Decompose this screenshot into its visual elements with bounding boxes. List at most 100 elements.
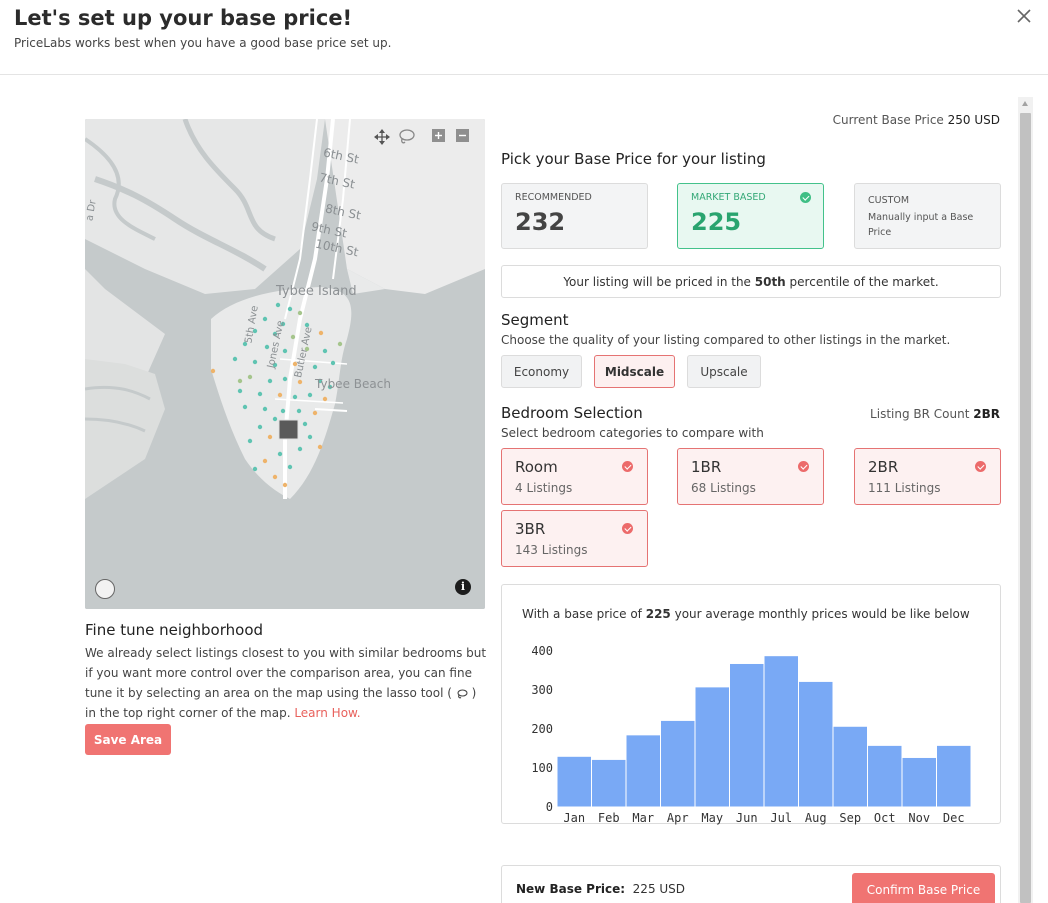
- scrollbar[interactable]: [1018, 97, 1033, 903]
- x-tick-label: Sep: [839, 811, 861, 825]
- segment-midscale-button[interactable]: Midscale: [594, 355, 675, 388]
- chart-description: With a base price of 225 your average mo…: [522, 607, 970, 621]
- bedroom-card-1br[interactable]: 1BR 68 Listings: [677, 448, 824, 505]
- bedroom-selection-title: Bedroom Selection: [501, 404, 643, 422]
- segment-upscale-button[interactable]: Upscale: [687, 355, 761, 388]
- bar-oct[interactable]: [867, 744, 903, 808]
- percentile-text-after: percentile of the market.: [785, 275, 939, 289]
- bar-jun[interactable]: [729, 662, 765, 808]
- x-tick-label: Jan: [563, 811, 585, 825]
- segment-description: Choose the quality of your listing compa…: [501, 333, 951, 347]
- monthly-price-chart: 0 100 200 300 400 Jan Feb Mar Apr May Jun Jul Aug Sep…: [531, 644, 972, 825]
- percentile-info: Your listing will be priced in the 50th …: [501, 265, 1001, 298]
- current-base-price-value: 250 USD: [947, 113, 1000, 127]
- neighborhood-map[interactable]: 6th St 7th St 8th St 9th St 10th St Tybe…: [85, 119, 485, 609]
- map-canvas: [85, 119, 485, 609]
- lasso-tool-icon[interactable]: [399, 129, 415, 144]
- modal-title: Let's set up your base price!: [14, 6, 353, 30]
- map-logo-icon: [95, 579, 115, 599]
- percentile-text-before: Your listing will be priced in the: [563, 275, 755, 289]
- pan-icon[interactable]: [374, 129, 390, 145]
- bar-aug[interactable]: [798, 680, 834, 808]
- new-base-price-label: New Base Price:: [516, 882, 626, 896]
- zoom-in-icon[interactable]: [432, 129, 445, 142]
- footer-bar: New Base Price: 225 USD Confirm Base Pri…: [501, 865, 1001, 903]
- save-area-button[interactable]: Save Area: [85, 724, 171, 755]
- bar-dec[interactable]: [936, 744, 972, 808]
- confirm-base-price-button[interactable]: Confirm Base Price: [852, 873, 995, 903]
- market-based-value: 225: [691, 208, 742, 236]
- bar-mar[interactable]: [625, 734, 661, 808]
- bedroom-name: Room: [515, 458, 558, 476]
- market-based-label: MARKET BASED: [691, 192, 766, 203]
- bedroom-card-room[interactable]: Room 4 Listings: [501, 448, 648, 505]
- new-base-price-value: 225 USD: [632, 882, 686, 896]
- segment-economy-button[interactable]: Economy: [501, 355, 582, 388]
- x-tick-label: Apr: [667, 811, 689, 825]
- fine-tune-text-after: ) in the top right corner of the map.: [85, 686, 477, 720]
- y-tick-label: 100: [531, 761, 553, 775]
- modal-subtitle: PriceLabs works best when you have a goo…: [14, 36, 392, 50]
- current-base-price-label: Current Base Price: [832, 113, 944, 127]
- bar-jul[interactable]: [763, 655, 799, 808]
- bar-sep[interactable]: [832, 725, 868, 808]
- recommended-value: 232: [515, 208, 566, 236]
- scroll-up-arrow-icon[interactable]: [1022, 101, 1028, 106]
- lasso-inline-icon: [457, 688, 468, 698]
- bar-jan[interactable]: [556, 755, 592, 808]
- learn-how-link[interactable]: Learn How.: [294, 706, 361, 720]
- check-circle-icon: [622, 461, 633, 472]
- check-circle-icon: [800, 192, 811, 203]
- fine-tune-title: Fine tune neighborhood: [85, 621, 264, 639]
- check-circle-icon: [975, 461, 986, 472]
- custom-price-card[interactable]: CUSTOM Manually input a Base Price: [854, 183, 1001, 249]
- listing-br-count-label: Listing BR Count: [870, 407, 970, 421]
- x-tick-label: Mar: [632, 811, 654, 825]
- chart-text-value: 225: [645, 607, 671, 621]
- x-tick-label: Aug: [805, 811, 827, 825]
- x-tick-label: Nov: [908, 811, 930, 825]
- y-tick-label: 200: [531, 722, 553, 736]
- x-tick-label: Oct: [874, 811, 896, 825]
- recommended-label: RECOMMENDED: [515, 192, 592, 203]
- bedroom-listings: 68 Listings: [691, 481, 756, 495]
- bar-may[interactable]: [694, 686, 730, 808]
- chart-text-before: With a base price of: [522, 607, 646, 621]
- y-tick-label: 400: [531, 644, 553, 658]
- bedroom-name: 1BR: [691, 458, 722, 476]
- percentile-value: 50th: [754, 275, 786, 289]
- map-beach-label: Tybee Beach: [315, 377, 391, 391]
- map-place-label: Tybee Island: [276, 284, 357, 299]
- y-tick-label: 0: [546, 800, 553, 814]
- bedroom-selection-description: Select bedroom categories to compare wit…: [501, 426, 764, 440]
- zoom-out-icon[interactable]: [456, 129, 469, 142]
- bedroom-listings: 111 Listings: [868, 481, 941, 495]
- x-tick-label: May: [701, 811, 723, 825]
- new-base-price: New Base Price: 225 USD: [516, 882, 685, 896]
- bedroom-listings: 143 Listings: [515, 543, 588, 557]
- bedroom-name: 2BR: [868, 458, 899, 476]
- bar-feb[interactable]: [591, 758, 627, 808]
- recommended-price-card[interactable]: RECOMMENDED 232: [501, 183, 648, 249]
- x-tick-label: Jun: [736, 811, 758, 825]
- x-tick-label: Dec: [943, 811, 965, 825]
- bar-nov[interactable]: [901, 756, 937, 808]
- map-info-icon[interactable]: i: [455, 579, 471, 595]
- scrollbar-thumb[interactable]: [1020, 113, 1031, 903]
- modal-header: Let's set up your base price! PriceLabs …: [0, 0, 1048, 75]
- chart-text-after: your average monthly prices would be lik…: [670, 607, 970, 621]
- x-tick-label: Feb: [598, 811, 620, 825]
- pick-base-price-title: Pick your Base Price for your listing: [501, 150, 766, 168]
- close-icon[interactable]: [1014, 6, 1034, 26]
- monthly-price-chart-panel: With a base price of 225 your average mo…: [501, 584, 1001, 825]
- y-tick-label: 300: [531, 683, 553, 697]
- bedroom-card-3br[interactable]: 3BR 143 Listings: [501, 510, 648, 567]
- bedroom-card-2br[interactable]: 2BR 111 Listings: [854, 448, 1001, 505]
- bedroom-name: 3BR: [515, 520, 546, 538]
- check-circle-icon: [798, 461, 809, 472]
- market-based-price-card[interactable]: MARKET BASED 225: [677, 183, 824, 249]
- bar-apr[interactable]: [660, 719, 696, 808]
- custom-label: CUSTOM: [868, 195, 910, 206]
- custom-subtext: Manually input a Base Price: [868, 212, 974, 238]
- fine-tune-description: We already select listings closest to yo…: [85, 643, 490, 723]
